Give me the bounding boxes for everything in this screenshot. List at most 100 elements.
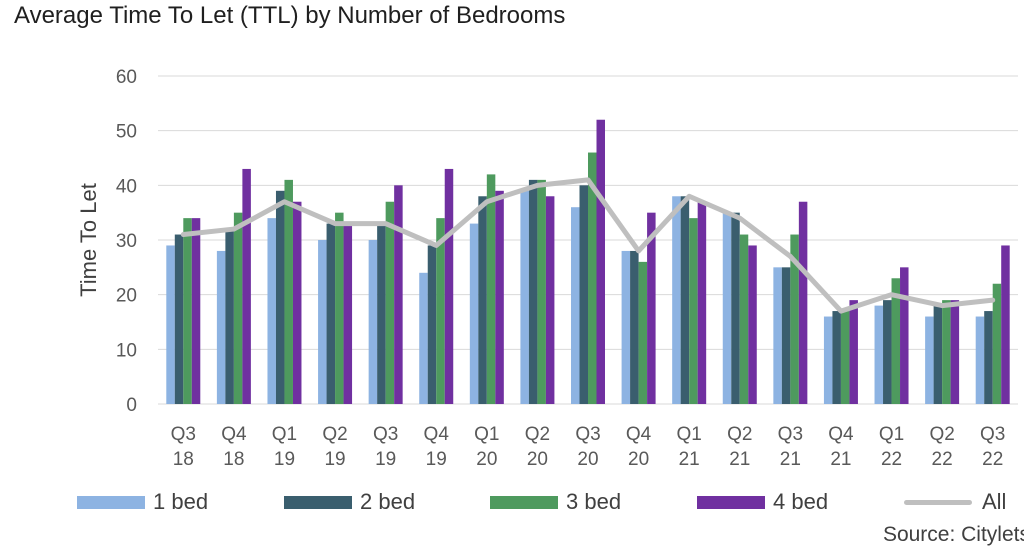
bar-3-bed (942, 300, 951, 404)
bar-1-bed (874, 305, 884, 404)
bar-1-bed (520, 190, 529, 404)
bar-1-bed (419, 272, 428, 404)
bar-1-bed (267, 218, 276, 404)
bar-4-bed (292, 201, 302, 404)
x-tick-label-quarter: Q1 (879, 424, 904, 445)
bar-4-bed (242, 168, 251, 404)
bar-3-bed (891, 278, 901, 404)
x-tick-label-quarter: Q3 (171, 424, 196, 445)
x-tick-label-quarter: Q2 (727, 424, 752, 445)
bar-3-bed (638, 261, 648, 404)
y-axis-label: Time To Let (76, 183, 101, 297)
x-tick-label-year: 18 (223, 449, 244, 470)
chart-plot-area: 0 10 20 30 40 50 60 Time To Let Q3 18 Q4 18 Q1 19 Q2… (76, 67, 1018, 470)
bar-2-bed (427, 245, 437, 404)
bar-3-bed (436, 218, 445, 404)
x-tick-label-year: 21 (830, 449, 851, 470)
bar-3-bed (689, 218, 698, 404)
x-tick-label-quarter: Q4 (424, 424, 450, 445)
bar-3-bed (588, 152, 597, 404)
bar-2-bed (275, 190, 285, 404)
bar-2-bed (781, 267, 791, 404)
all-line (180, 177, 996, 314)
bar-2-bed (579, 185, 588, 404)
bar-4-bed (444, 168, 454, 404)
bar-2-bed (377, 223, 386, 404)
x-tick-label-quarter: Q4 (828, 424, 854, 445)
legend-item-1-bed: 1 bed (77, 484, 208, 520)
bar-2-bed (478, 196, 487, 404)
bar-2-bed (326, 223, 336, 404)
bar-3-bed (739, 234, 749, 404)
legend-label-2-bed: 2 bed (360, 489, 416, 514)
legend: 1 bed 2 bed 3 bed 4 bed All (0, 484, 1024, 520)
bar-2-bed (680, 196, 690, 404)
y-tick-label: 0 (126, 395, 137, 416)
bar-4-bed (596, 119, 605, 404)
bar-4-bed (748, 245, 757, 404)
bar-1-bed (672, 196, 681, 404)
bar-2-bed (528, 179, 538, 404)
bar-1-bed (975, 316, 985, 404)
legend-item-3-bed: 3 bed (490, 484, 621, 520)
bar-3-bed (840, 311, 850, 404)
x-tick-label-year: 20 (476, 449, 497, 470)
x-tick-label-year: 19 (324, 449, 345, 470)
bar-4-bed (343, 223, 353, 404)
bar-1-bed (773, 267, 782, 404)
bars (166, 119, 1010, 404)
x-tick-label-year: 20 (628, 449, 649, 470)
y-tick-label: 10 (116, 340, 137, 361)
legend-line-all (904, 499, 972, 505)
x-tick-label-quarter: Q4 (626, 424, 652, 445)
bar-4-bed (1001, 245, 1010, 404)
bar-1-bed (571, 207, 580, 404)
bar-4-bed (950, 300, 960, 404)
source-note: Source: Citylets (882, 523, 1024, 546)
bar-2-bed (731, 212, 740, 404)
x-tick-label-year: 19 (274, 449, 295, 470)
legend-label-3-bed: 3 bed (566, 489, 622, 514)
bar-1-bed (925, 316, 934, 404)
bar-3-bed (335, 212, 344, 404)
y-tick-label: 30 (116, 231, 137, 252)
bar-3-bed (385, 201, 395, 404)
x-axis-tick-labels: Q3 18 Q4 18 Q1 19 Q2 19 Q3 19 Q4 19 Q1 20 Q2 20 Q3 20 Q4 20… (171, 424, 1006, 470)
legend-item-2-bed: 2 bed (284, 484, 415, 520)
bar-2-bed (630, 250, 639, 404)
bar-3-bed (992, 283, 1002, 404)
bar-4-bed (849, 300, 858, 404)
y-axis-tick-labels: 0 10 20 30 40 50 60 (116, 67, 137, 416)
x-tick-label-quarter: Q3 (575, 424, 600, 445)
x-tick-label-year: 21 (780, 449, 801, 470)
x-tick-label-year: 22 (932, 449, 953, 470)
bar-2-bed (984, 311, 993, 404)
bar-2-bed (832, 311, 841, 404)
x-tick-label-year: 20 (527, 449, 548, 470)
bar-1-bed (318, 240, 327, 404)
bar-2-bed (883, 300, 892, 404)
x-tick-label-quarter: Q3 (980, 424, 1005, 445)
legend-label-all: All (982, 489, 1007, 514)
bar-4-bed (495, 190, 504, 404)
x-tick-label-year: 22 (982, 449, 1003, 470)
chart-title: Average Time To Let (TTL) by Number of B… (14, 2, 566, 29)
y-tick-label: 60 (116, 67, 137, 88)
bar-4-bed (697, 201, 707, 404)
bar-3-bed (486, 174, 496, 404)
bar-3-bed (284, 179, 293, 404)
y-tick-label: 40 (116, 176, 137, 197)
legend-swatch-3-bed (490, 495, 558, 509)
x-tick-label-year: 21 (729, 449, 750, 470)
bar-1-bed (166, 245, 175, 404)
y-tick-label: 50 (116, 122, 137, 143)
legend-swatch-2-bed (284, 495, 352, 509)
x-tick-label-quarter: Q1 (474, 424, 499, 445)
x-tick-label-quarter: Q4 (221, 424, 247, 445)
x-tick-label-quarter: Q1 (272, 424, 297, 445)
x-tick-label-quarter: Q3 (778, 424, 803, 445)
x-tick-label-quarter: Q2 (929, 424, 954, 445)
x-tick-label-year: 21 (679, 449, 700, 470)
legend-label-1-bed: 1 bed (153, 489, 209, 514)
bar-3-bed (790, 234, 799, 404)
